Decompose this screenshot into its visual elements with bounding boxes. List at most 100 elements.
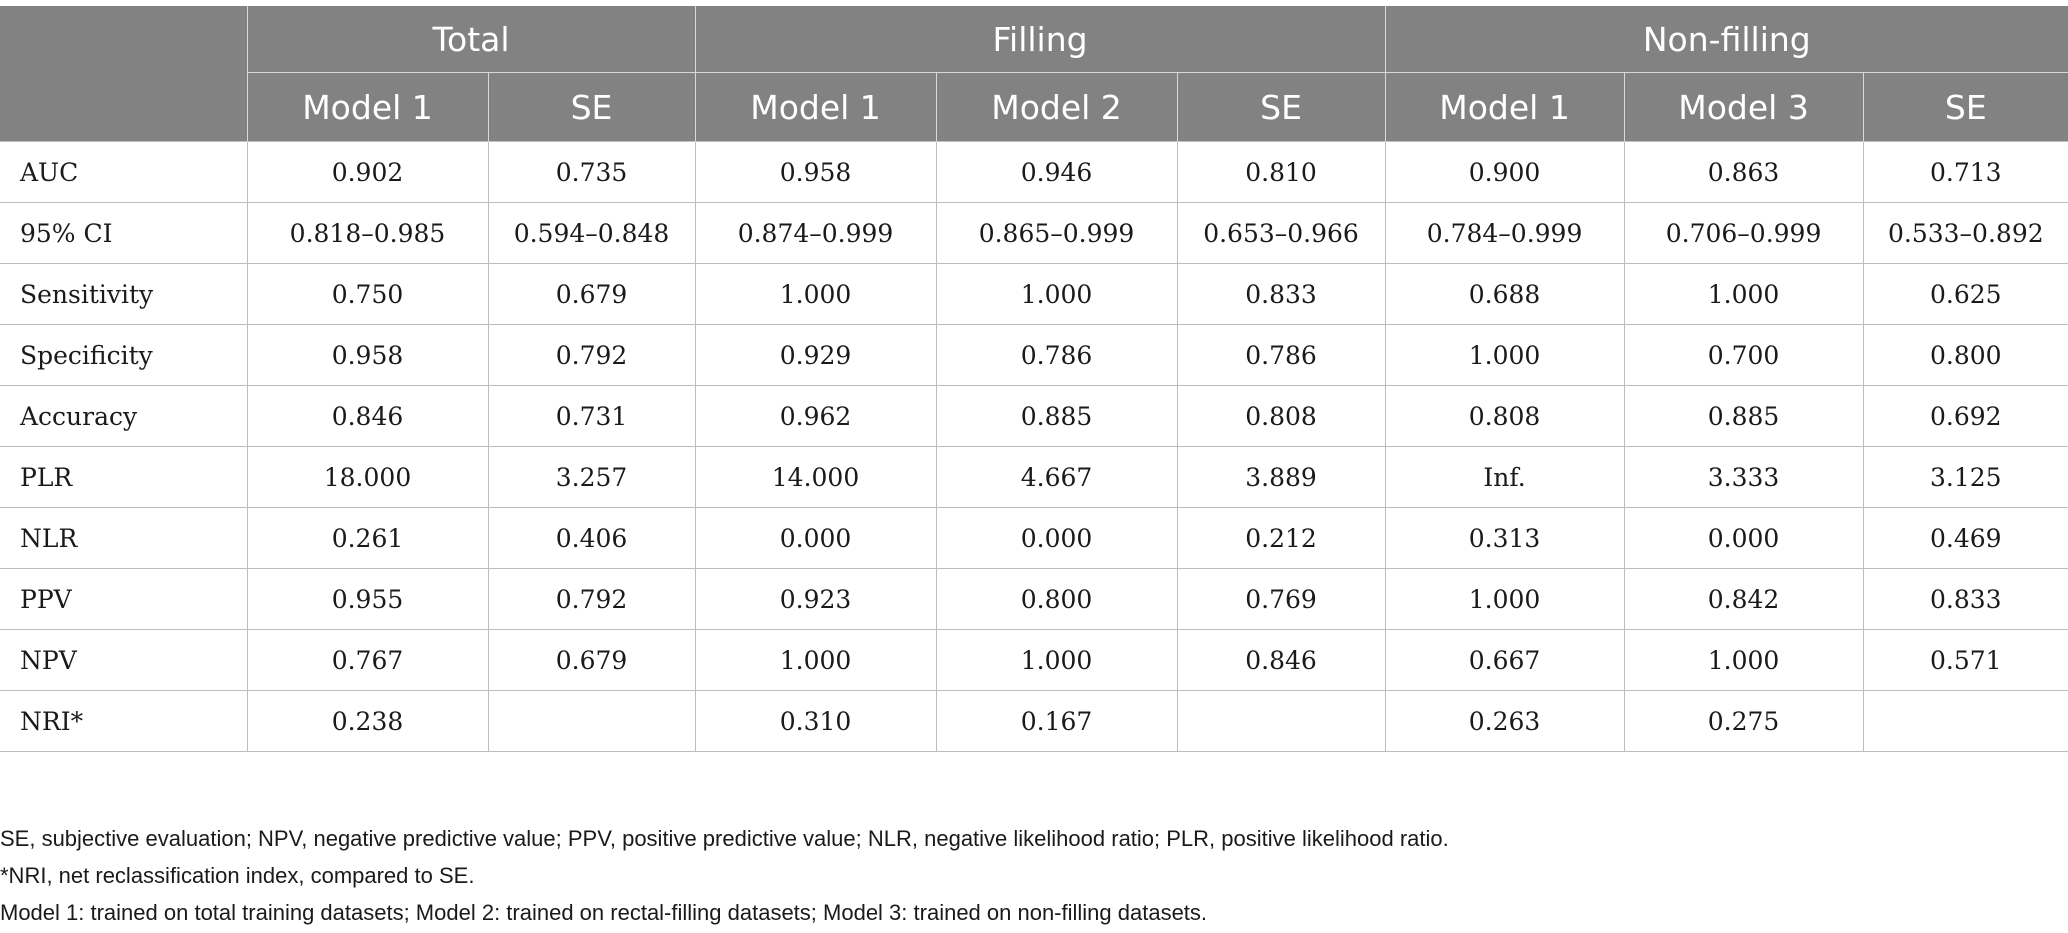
table-header: Total Filling Non-filling Model 1 SE Mod… bbox=[0, 6, 2068, 142]
table-row: PPV 0.955 0.792 0.923 0.800 0.769 1.000 0.842 0.… bbox=[0, 568, 2068, 630]
row-label: 95% CI bbox=[0, 202, 247, 264]
table-cell: 0.874–0.999 bbox=[694, 202, 937, 264]
table-cell: 0.833 bbox=[1862, 568, 2068, 630]
table-cell: 1.000 bbox=[694, 263, 937, 325]
table-row: Accuracy 0.846 0.731 0.962 0.885 0.808 0.808 0.… bbox=[0, 385, 2068, 447]
table-cell: 0.792 bbox=[487, 568, 696, 630]
row-label: NPV bbox=[0, 629, 247, 691]
table-cell: 0.238 bbox=[246, 690, 488, 752]
table-cell: 1.000 bbox=[1623, 263, 1864, 325]
table-cell: 0.786 bbox=[1176, 324, 1386, 386]
table-cell: 0.310 bbox=[694, 690, 937, 752]
table-cell: 0.808 bbox=[1176, 385, 1386, 447]
table-cell: 0.800 bbox=[935, 568, 1178, 630]
table-cell: 0.955 bbox=[246, 568, 488, 630]
group-header-filling: Filling bbox=[694, 6, 1386, 73]
table-cell: 0.767 bbox=[246, 629, 488, 691]
table-cell: Inf. bbox=[1384, 446, 1625, 508]
column-header: SE bbox=[1862, 72, 2068, 142]
table-cell: 0.885 bbox=[1623, 385, 1864, 447]
table-cell bbox=[1176, 690, 1386, 752]
table-cell: 1.000 bbox=[694, 629, 937, 691]
table-cell: 0.653–0.966 bbox=[1176, 202, 1386, 264]
table-cell: 0.212 bbox=[1176, 507, 1386, 569]
column-header: Model 1 bbox=[1384, 72, 1625, 142]
table-cell: 14.000 bbox=[694, 446, 937, 508]
table-cell: 0.667 bbox=[1384, 629, 1625, 691]
table-cell: 3.889 bbox=[1176, 446, 1386, 508]
table-cell: 0.818–0.985 bbox=[246, 202, 488, 264]
row-label: Specificity bbox=[0, 324, 247, 386]
table-cell: 18.000 bbox=[246, 446, 488, 508]
table-cell: 0.810 bbox=[1176, 141, 1386, 203]
table-cell bbox=[487, 690, 696, 752]
table-cell: 0.786 bbox=[935, 324, 1178, 386]
table-cell: 0.769 bbox=[1176, 568, 1386, 630]
table-cell: 0.713 bbox=[1862, 141, 2068, 203]
table-cell: 1.000 bbox=[935, 263, 1178, 325]
column-header: SE bbox=[487, 72, 696, 142]
table-cell: 0.958 bbox=[694, 141, 937, 203]
row-label: Sensitivity bbox=[0, 263, 247, 325]
table-cell: 0.885 bbox=[935, 385, 1178, 447]
row-label: PLR bbox=[0, 446, 247, 508]
table-cell: 0.261 bbox=[246, 507, 488, 569]
row-label: AUC bbox=[0, 141, 247, 203]
table-cell: 0.842 bbox=[1623, 568, 1864, 630]
table-cell: 0.808 bbox=[1384, 385, 1625, 447]
table-cell: 0.533–0.892 bbox=[1862, 202, 2068, 264]
table-cell: 0.594–0.848 bbox=[487, 202, 696, 264]
table-cell: 1.000 bbox=[1384, 568, 1625, 630]
table-cell: 0.263 bbox=[1384, 690, 1625, 752]
table-cell: 0.958 bbox=[246, 324, 488, 386]
row-label: NLR bbox=[0, 507, 247, 569]
table-cell: 0.731 bbox=[487, 385, 696, 447]
table-cell: 0.750 bbox=[246, 263, 488, 325]
row-label: NRI* bbox=[0, 690, 247, 752]
table-cell: 0.275 bbox=[1623, 690, 1864, 752]
table-cell: 3.333 bbox=[1623, 446, 1864, 508]
column-header: Model 2 bbox=[935, 72, 1178, 142]
column-header: Model 1 bbox=[694, 72, 937, 142]
table-cell: 0.902 bbox=[246, 141, 488, 203]
table-row: AUC 0.902 0.735 0.958 0.946 0.810 0.900 0.863 0.… bbox=[0, 141, 2068, 203]
table-cell: 0.846 bbox=[246, 385, 488, 447]
table-row: PLR 18.000 3.257 14.000 4.667 3.889 Inf. 3.333 3… bbox=[0, 446, 2068, 508]
table-cell: 0.000 bbox=[694, 507, 937, 569]
table-cell: 3.257 bbox=[487, 446, 696, 508]
footnote-abbreviations: SE, subjective evaluation; NPV, negative… bbox=[0, 826, 1449, 851]
table-cell: 0.571 bbox=[1862, 629, 2068, 691]
table-cell: 0.846 bbox=[1176, 629, 1386, 691]
table-cell: 0.923 bbox=[694, 568, 937, 630]
table-row: Sensitivity 0.750 0.679 1.000 1.000 0.833 0.68… bbox=[0, 263, 2068, 325]
table-cell: 0.784–0.999 bbox=[1384, 202, 1625, 264]
table-row: NLR 0.261 0.406 0.000 0.000 0.212 0.313 0.000 0.… bbox=[0, 507, 2068, 569]
table-cell: 0.833 bbox=[1176, 263, 1386, 325]
table-row: Specificity 0.958 0.792 0.929 0.786 0.786 1.00… bbox=[0, 324, 2068, 386]
table-cell: 1.000 bbox=[1384, 324, 1625, 386]
footnote-nri: *NRI, net reclassification index, compar… bbox=[0, 863, 475, 888]
column-header: Model 3 bbox=[1623, 72, 1864, 142]
table-cell: 0.625 bbox=[1862, 263, 2068, 325]
table-row: 95% CI 0.818–0.985 0.594–0.848 0.874–0.999 0… bbox=[0, 202, 2068, 264]
table-cell: 0.863 bbox=[1623, 141, 1864, 203]
row-label: Accuracy bbox=[0, 385, 247, 447]
table-cell: 0.679 bbox=[487, 629, 696, 691]
results-table: Total Filling Non-filling Model 1 SE Mod… bbox=[0, 6, 2068, 752]
table-cell: 0.313 bbox=[1384, 507, 1625, 569]
table-cell: 0.900 bbox=[1384, 141, 1625, 203]
table-body: AUC 0.902 0.735 0.958 0.946 0.810 0.900 0.863 0.… bbox=[0, 141, 2068, 752]
group-header-non-filling: Non-filling bbox=[1384, 6, 2068, 73]
table-cell: 0.962 bbox=[694, 385, 937, 447]
table-cell: 4.667 bbox=[935, 446, 1178, 508]
table-cell: 0.679 bbox=[487, 263, 696, 325]
table-footnotes: SE, subjective evaluation; NPV, negative… bbox=[0, 820, 1449, 931]
corner-cell bbox=[0, 6, 247, 142]
table-cell: 0.706–0.999 bbox=[1623, 202, 1864, 264]
table-cell: 0.688 bbox=[1384, 263, 1625, 325]
table-cell: 0.792 bbox=[487, 324, 696, 386]
row-label: PPV bbox=[0, 568, 247, 630]
table-cell: 0.929 bbox=[694, 324, 937, 386]
table-cell: 0.000 bbox=[935, 507, 1178, 569]
column-header-row: Model 1 SE Model 1 Model 2 SE Model 1 Mo… bbox=[0, 72, 2068, 142]
